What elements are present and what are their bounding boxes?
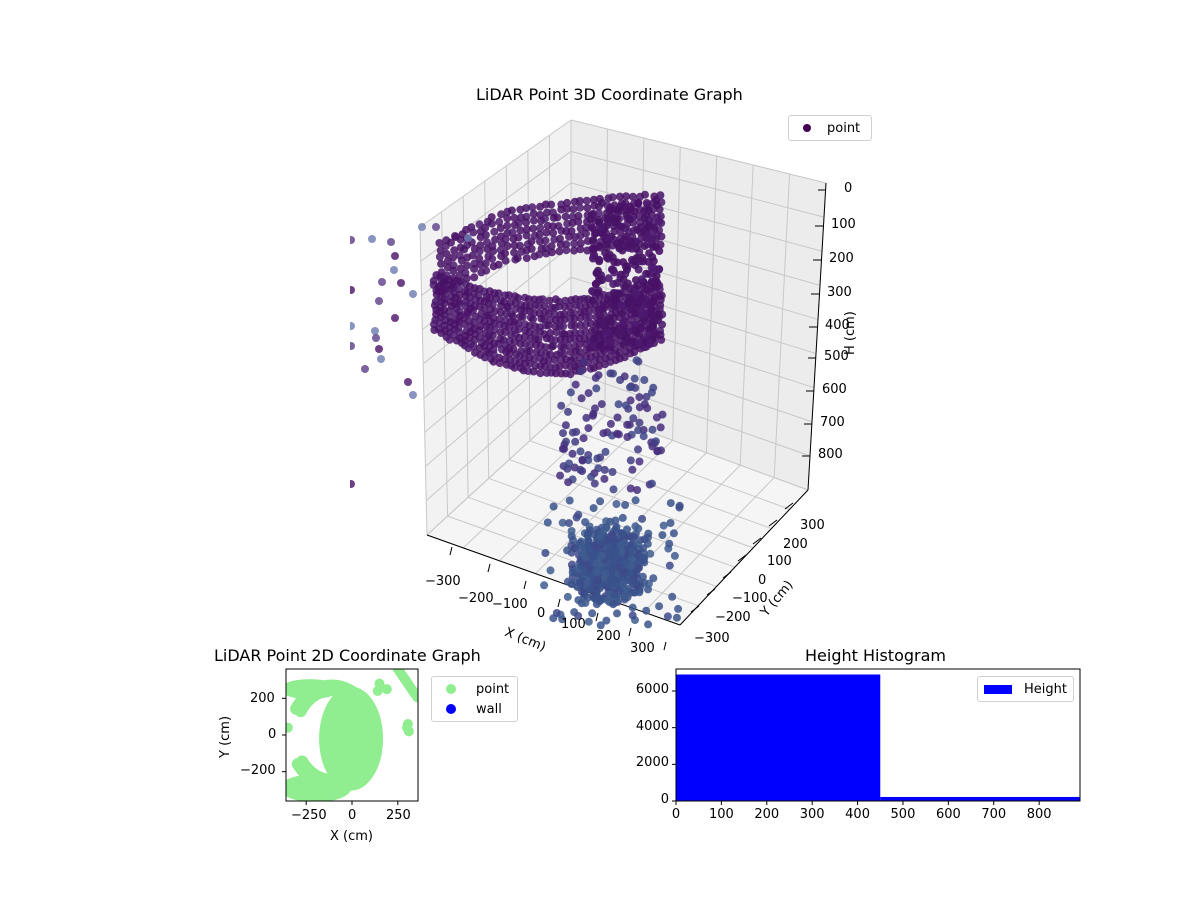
legend-3d: point (788, 115, 872, 141)
y-tick-1: 200 (783, 537, 808, 552)
y-axis-label-2d: Y (cm) (218, 715, 233, 758)
x-tick-1: −200 (458, 591, 494, 606)
hist-x-tick-800: 800 (1026, 807, 1052, 822)
y-tick-2d-neg200: −200 (240, 763, 276, 778)
hist-x-tick-100: 100 (708, 807, 734, 822)
x-tick-2d-0: 0 (348, 808, 357, 823)
y-tick-2d-200: 200 (250, 691, 275, 706)
x-tick-6: 300 (630, 641, 655, 656)
legend-2d: point wall (431, 676, 518, 722)
z-tick-100: 100 (831, 217, 856, 232)
hist-x-tick-700: 700 (981, 807, 1007, 822)
legend-label-point: point (827, 120, 861, 136)
x-tick-5: 200 (596, 629, 621, 644)
z-tick-700: 700 (820, 415, 845, 430)
legend-marker-wall-icon (446, 704, 456, 714)
z-tick-800: 800 (818, 447, 843, 462)
y-tick-2d-0: 0 (268, 727, 277, 742)
chart-3d-title: LiDAR Point 3D Coordinate Graph (476, 85, 743, 104)
legend-histogram: Height (977, 676, 1074, 702)
y-tick-3: 0 (758, 573, 767, 588)
y-tick-2: 100 (767, 554, 792, 569)
z-tick-600: 600 (822, 382, 847, 397)
z-tick-300: 300 (827, 285, 852, 300)
hist-y-tick-6000: 6000 (635, 682, 669, 697)
z-tick-400: 400 (825, 318, 850, 333)
hist-x-tick-500: 500 (890, 807, 916, 822)
y-tick-0: 300 (800, 518, 825, 533)
x-tick-3: 0 (537, 606, 546, 621)
legend-label-wall: wall (476, 701, 502, 717)
legend-label-point-2d: point (476, 681, 510, 697)
hist-y-tick-4000: 4000 (635, 718, 669, 734)
legend-marker-point-2d-icon (446, 684, 456, 694)
hist-x-tick-0: 0 (671, 807, 681, 822)
hist-y-tick-0: 0 (660, 792, 669, 807)
z-tick-200: 200 (829, 251, 854, 266)
legend-marker-point-icon (803, 124, 811, 132)
hist-x-tick-400: 400 (845, 807, 870, 822)
hist-x-tick-600: 600 (935, 807, 961, 822)
y-tick-5: −200 (715, 610, 751, 625)
x-tick-4: 100 (561, 617, 586, 632)
legend-label-height: Height (1024, 681, 1067, 697)
z-tick-0: 0 (844, 181, 853, 196)
y-tick-4: −100 (732, 591, 768, 606)
x-tick-2: −100 (492, 597, 528, 612)
hist-x-tick-200: 200 (754, 807, 780, 822)
y-tick-6: −300 (694, 631, 730, 646)
hist-x-tick-300: 300 (799, 807, 825, 822)
x-tick-2d-250: 250 (386, 808, 411, 823)
histogram-title: Height Histogram (805, 646, 946, 665)
x-axis-label-2d: X (cm) (330, 829, 373, 844)
x-tick-2d-neg250: −250 (291, 808, 327, 823)
hist-y-tick-2000: 2000 (635, 755, 669, 771)
legend-swatch-height-icon (984, 684, 1012, 694)
z-tick-500: 500 (824, 349, 849, 364)
chart-2d-title: LiDAR Point 2D Coordinate Graph (214, 646, 481, 665)
z-axis-label: H (cm) (843, 311, 858, 355)
x-tick-0: −300 (425, 574, 461, 589)
